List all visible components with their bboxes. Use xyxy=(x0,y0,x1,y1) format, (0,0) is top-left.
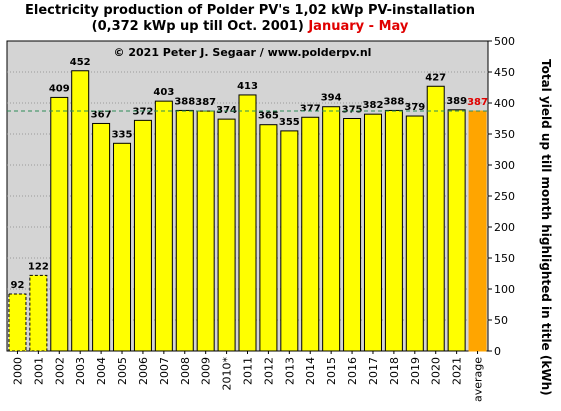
bar-2019 xyxy=(405,115,424,352)
y-tick-label: 0 xyxy=(494,345,501,358)
bar-2004 xyxy=(92,122,111,352)
data-label: 413 xyxy=(237,81,258,92)
data-label: 403 xyxy=(153,87,174,98)
bar-2008 xyxy=(175,109,194,352)
x-tick-label: 2015 xyxy=(325,357,338,385)
x-tick-label: 2002 xyxy=(53,357,66,385)
x-tick-label: 2005 xyxy=(116,357,129,385)
data-label: 365 xyxy=(258,111,279,122)
x-tick-label: average xyxy=(472,357,485,402)
copyright-text: © 2021 Peter J. Segaar / www.polderpv.nl xyxy=(114,46,372,59)
data-label: 355 xyxy=(279,117,300,128)
x-tick-label: 2019 xyxy=(409,357,422,385)
data-label: 379 xyxy=(404,102,425,113)
bar-2021 xyxy=(447,109,466,352)
x-tick-label: 2021 xyxy=(451,357,464,385)
y-axis-label: Total yield up till month highlighted in… xyxy=(539,59,553,396)
data-label: 335 xyxy=(112,129,133,140)
y-tick-label: 350 xyxy=(494,128,515,141)
x-tick-label: 2018 xyxy=(388,357,401,385)
chart-title-line1: Electricity production of Polder PV's 1,… xyxy=(25,3,475,18)
bar-2018 xyxy=(384,109,403,352)
bar-2011 xyxy=(238,94,257,352)
bar-2000 xyxy=(8,293,27,352)
x-tick-label: 2008 xyxy=(179,357,192,385)
x-tick-label: 2011 xyxy=(242,357,255,385)
bar-average xyxy=(468,110,487,352)
bar-2002 xyxy=(50,96,69,352)
x-tick-label: 2016 xyxy=(346,357,359,385)
y-tick-label: 50 xyxy=(494,314,508,327)
bar-2017 xyxy=(363,113,382,352)
bar-2020 xyxy=(426,85,445,352)
bar-2009 xyxy=(196,110,215,352)
x-tick-label: 2001 xyxy=(32,357,45,385)
x-tick-label: 2006 xyxy=(137,357,150,385)
data-label: 375 xyxy=(342,105,363,116)
y-tick-label: 450 xyxy=(494,66,515,79)
x-tick-label: 2004 xyxy=(95,357,108,385)
bar-2012 xyxy=(259,124,278,352)
x-tick-label: 2007 xyxy=(158,357,171,385)
y-tick-label: 200 xyxy=(494,221,515,234)
data-label: 377 xyxy=(300,103,321,114)
y-tick-label: 500 xyxy=(494,35,515,48)
data-label: 92 xyxy=(10,280,24,291)
chart-title-line2: (0,372 kWp up till Oct. 2001) January - … xyxy=(0,19,500,34)
bar-2007 xyxy=(154,100,173,352)
data-label: 394 xyxy=(321,93,342,104)
x-tick-label: 2009 xyxy=(200,357,213,385)
x-tick-label: 2012 xyxy=(262,357,275,385)
data-label: 452 xyxy=(70,57,91,68)
y-tick-label: 250 xyxy=(494,190,515,203)
y-tick-label: 300 xyxy=(494,159,515,172)
x-tick-label: 2000 xyxy=(11,357,24,385)
data-label: 389 xyxy=(446,96,467,107)
x-tick-label: 2017 xyxy=(367,357,380,385)
x-tick-label: 2010* xyxy=(221,357,234,391)
data-label: 427 xyxy=(425,72,446,83)
bar-2005 xyxy=(113,142,132,352)
x-tick-label: 2020 xyxy=(430,357,443,385)
bar-2016 xyxy=(343,118,362,352)
data-label: 372 xyxy=(132,106,153,117)
title-subtitle: (0,372 kWp up till Oct. 2001) xyxy=(91,19,304,34)
bar-2003 xyxy=(71,70,90,352)
data-label: 367 xyxy=(91,109,112,120)
title-period-highlight: January - May xyxy=(308,19,409,34)
bar-2015 xyxy=(322,106,341,352)
bar-2010 xyxy=(217,118,236,352)
y-tick-label: 400 xyxy=(494,97,515,110)
bar-2013 xyxy=(280,130,299,352)
bar-2014 xyxy=(301,116,320,352)
data-label: 409 xyxy=(49,83,70,94)
data-label: 387 xyxy=(195,97,216,108)
bar-2001 xyxy=(29,274,48,352)
y-tick-label: 100 xyxy=(494,283,515,296)
data-label: 122 xyxy=(28,261,49,272)
x-tick-label: 2014 xyxy=(304,357,317,385)
x-tick-label: 2003 xyxy=(74,357,87,385)
bar-2006 xyxy=(133,119,152,352)
data-label: 387 xyxy=(467,97,488,108)
data-label: 388 xyxy=(174,96,195,107)
data-label: 382 xyxy=(363,100,384,111)
data-label: 388 xyxy=(383,96,404,107)
y-tick-label: 150 xyxy=(494,252,515,265)
x-tick-label: 2013 xyxy=(283,357,296,385)
